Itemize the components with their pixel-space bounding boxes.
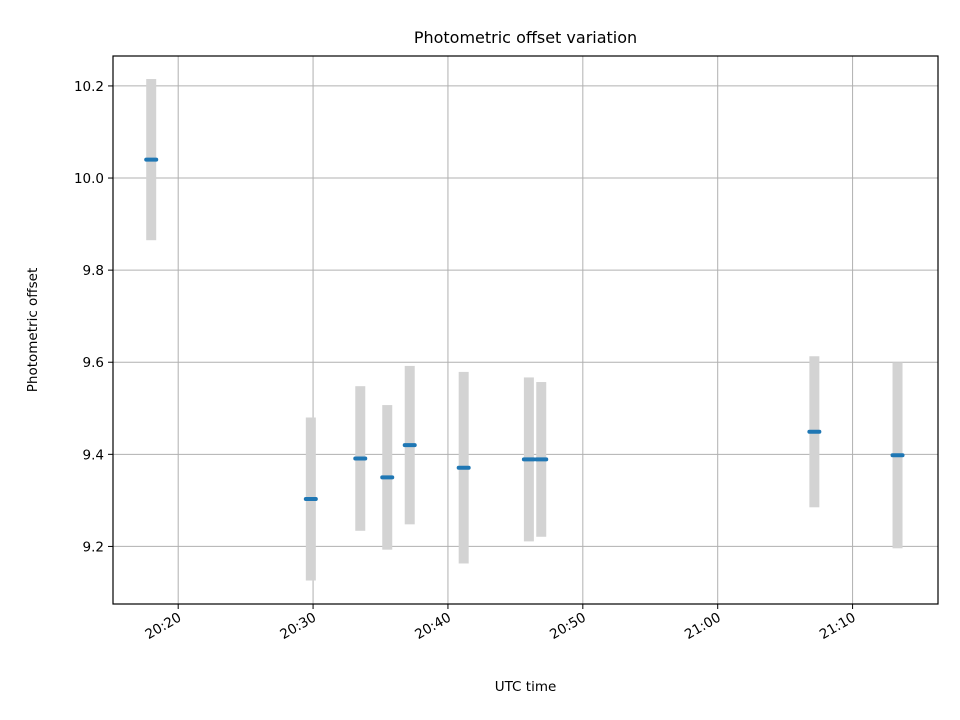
y-tick-label: 9.6: [83, 355, 104, 371]
plot-area: [112, 55, 939, 605]
x-tick-label: 20:30: [277, 610, 319, 643]
y-tick-label: 9.8: [83, 263, 104, 279]
error-bars: [146, 79, 903, 581]
chart-title: Photometric offset variation: [414, 28, 637, 47]
x-tick-label: 21:00: [682, 610, 724, 643]
x-tick-label: 20:40: [412, 610, 454, 643]
x-axis: 20:20 20:30 20:40 20:50 21:00 21:10: [142, 604, 859, 643]
x-axis-label: UTC time: [495, 679, 557, 695]
y-tick-label: 9.4: [83, 447, 104, 463]
data-markers: [144, 157, 905, 502]
y-tick-label: 9.2: [83, 539, 104, 555]
x-tick-label: 20:50: [547, 610, 589, 643]
x-tick-label: 21:10: [817, 610, 859, 643]
y-tick-label: 10.2: [74, 79, 104, 95]
x-tick-label: 20:20: [142, 610, 184, 643]
y-axis: 9.2 9.4 9.6 9.8 10.0 10.2: [74, 79, 113, 555]
y-tick-label: 10.0: [74, 171, 104, 187]
grid: [113, 56, 938, 604]
y-axis-label: Photometric offset: [25, 268, 41, 392]
